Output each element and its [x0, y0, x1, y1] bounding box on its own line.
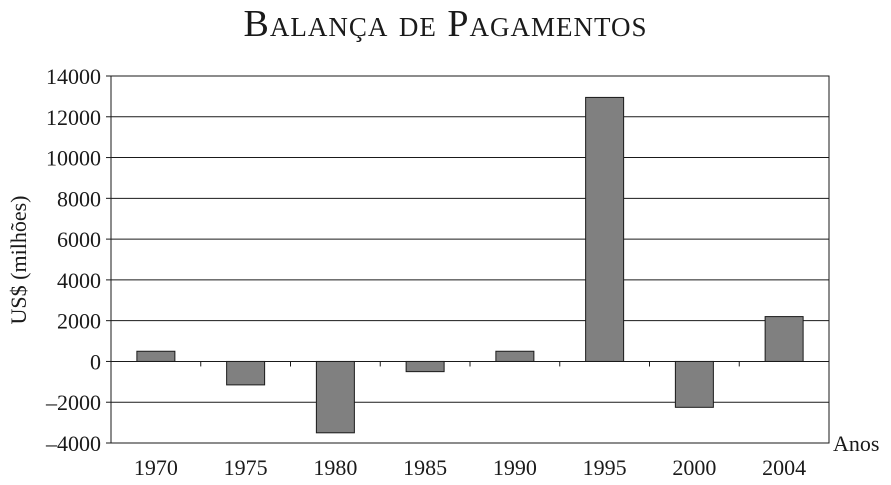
- bar-1990: [495, 350, 535, 362]
- x-tick-label: 1985: [403, 455, 447, 480]
- x-tick-label: 1995: [583, 455, 627, 480]
- x-axis-label: Anos: [833, 431, 879, 456]
- gridlines: [111, 75, 829, 444]
- chart-title: Balança de Pagamentos: [243, 3, 648, 45]
- x-tick-label: 1990: [493, 455, 537, 480]
- y-tick-label: 14000: [46, 64, 101, 89]
- labels: 14000 12000 10000 8000 6000 4000 2000 0 –2000 –40…: [45, 64, 806, 480]
- y-tick-label: 2000: [57, 309, 101, 334]
- y-tick-label: 4000: [57, 268, 101, 293]
- x-tick-label: 1975: [224, 455, 268, 480]
- y-axis-label: US$ (milhões): [6, 196, 31, 325]
- bar-1980: [315, 360, 355, 434]
- y-tick-label: 0: [90, 349, 101, 374]
- y-tick-label: 10000: [46, 146, 101, 171]
- x-tick-label: 2004: [762, 455, 806, 480]
- y-tick-label: –4000: [45, 431, 101, 456]
- axes: [106, 75, 830, 444]
- bars: [136, 96, 804, 434]
- y-tick-label: 6000: [57, 227, 101, 252]
- x-tick-label: 1980: [313, 455, 357, 480]
- bar-1970: [136, 350, 176, 362]
- bar-2004: [764, 316, 804, 362]
- x-tick-label: 2000: [672, 455, 716, 480]
- x-tick-label: 1970: [134, 455, 178, 480]
- bar-1995: [585, 96, 625, 362]
- plot-frame: [110, 75, 830, 444]
- bar-2000: [674, 360, 714, 408]
- y-tick-label: 12000: [46, 105, 101, 130]
- bar-1975: [226, 360, 266, 386]
- bar-1985: [405, 360, 445, 373]
- y-tick-label: –2000: [45, 390, 101, 415]
- y-tick-label: 8000: [57, 186, 101, 211]
